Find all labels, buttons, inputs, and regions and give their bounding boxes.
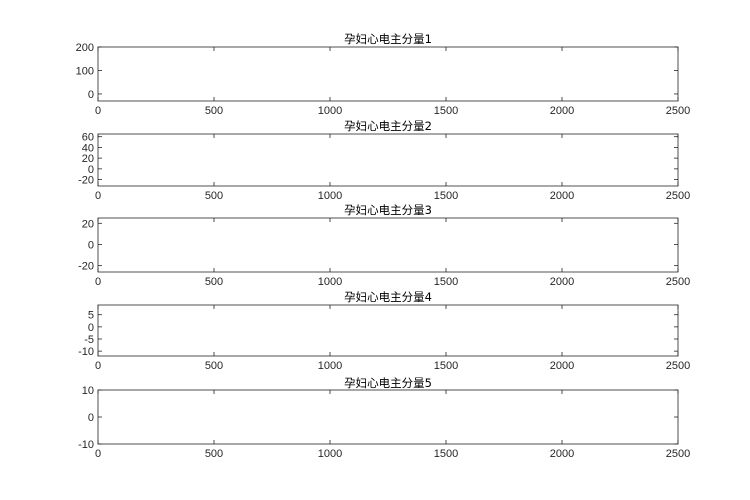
x-tick-label: 2500 <box>666 105 690 117</box>
y-tick-label: 0 <box>88 164 94 176</box>
x-tick-label: 0 <box>95 276 101 288</box>
y-tick-label: 0 <box>88 239 94 251</box>
y-tick-label: 10 <box>82 385 94 397</box>
chart-title: 孕妇心电主分量1 <box>344 32 432 46</box>
x-tick-label: 1500 <box>434 360 458 372</box>
x-tick-label: 1000 <box>318 448 342 460</box>
y-tick-label: 200 <box>76 42 94 54</box>
chart-title: 孕妇心电主分量3 <box>344 203 432 217</box>
y-tick-label: -20 <box>78 175 94 187</box>
chart-title: 孕妇心电主分量2 <box>344 119 432 133</box>
y-tick-label: -10 <box>78 439 94 451</box>
x-tick-label: 500 <box>205 105 223 117</box>
axes-box <box>97 133 679 187</box>
x-tick-label: 0 <box>95 105 101 117</box>
x-tick-label: 2000 <box>550 105 574 117</box>
x-tick-label: 2000 <box>550 276 574 288</box>
y-tick-label: 60 <box>82 132 94 144</box>
x-tick-label: 2000 <box>550 360 574 372</box>
x-tick-label: 1000 <box>318 276 342 288</box>
axes-box <box>97 389 679 445</box>
y-tick-label: 100 <box>76 65 94 77</box>
y-tick-label: 0 <box>88 412 94 424</box>
x-tick-label: 2000 <box>550 448 574 460</box>
y-tick-label: -10 <box>78 346 94 358</box>
x-tick-label: 1000 <box>318 190 342 202</box>
chart-title: 孕妇心电主分量5 <box>344 376 432 390</box>
x-tick-label: 2500 <box>666 360 690 372</box>
y-tick-label: 20 <box>82 218 94 230</box>
y-tick-label: -20 <box>78 261 94 273</box>
axes-box <box>97 217 679 273</box>
x-tick-label: 1500 <box>434 190 458 202</box>
axes-box <box>97 46 679 102</box>
x-tick-label: 2500 <box>666 276 690 288</box>
y-tick-label: 5 <box>88 310 94 322</box>
y-tick-label: 40 <box>82 142 94 154</box>
x-tick-label: 500 <box>205 448 223 460</box>
y-tick-label: 20 <box>82 153 94 165</box>
x-tick-label: 2500 <box>666 448 690 460</box>
axes-box <box>97 304 679 357</box>
x-tick-label: 0 <box>95 190 101 202</box>
x-tick-label: 1500 <box>434 105 458 117</box>
x-tick-label: 1500 <box>434 448 458 460</box>
x-tick-label: 2500 <box>666 190 690 202</box>
x-tick-label: 500 <box>205 190 223 202</box>
x-tick-label: 0 <box>95 448 101 460</box>
x-tick-label: 1000 <box>318 105 342 117</box>
y-tick-label: 0 <box>88 322 94 334</box>
chart-title: 孕妇心电主分量4 <box>344 290 432 304</box>
y-tick-label: 0 <box>88 89 94 101</box>
x-tick-label: 1500 <box>434 276 458 288</box>
chart-panel-1: 0 500 1000 1500 2000 2500 0 100 200 孕妇心电主分量1 <box>76 32 691 117</box>
y-tick-label: -5 <box>84 334 94 346</box>
x-tick-label: 500 <box>205 276 223 288</box>
x-tick-label: 500 <box>205 360 223 372</box>
x-tick-label: 2000 <box>550 190 574 202</box>
x-tick-label: 1000 <box>318 360 342 372</box>
x-tick-label: 0 <box>95 360 101 372</box>
